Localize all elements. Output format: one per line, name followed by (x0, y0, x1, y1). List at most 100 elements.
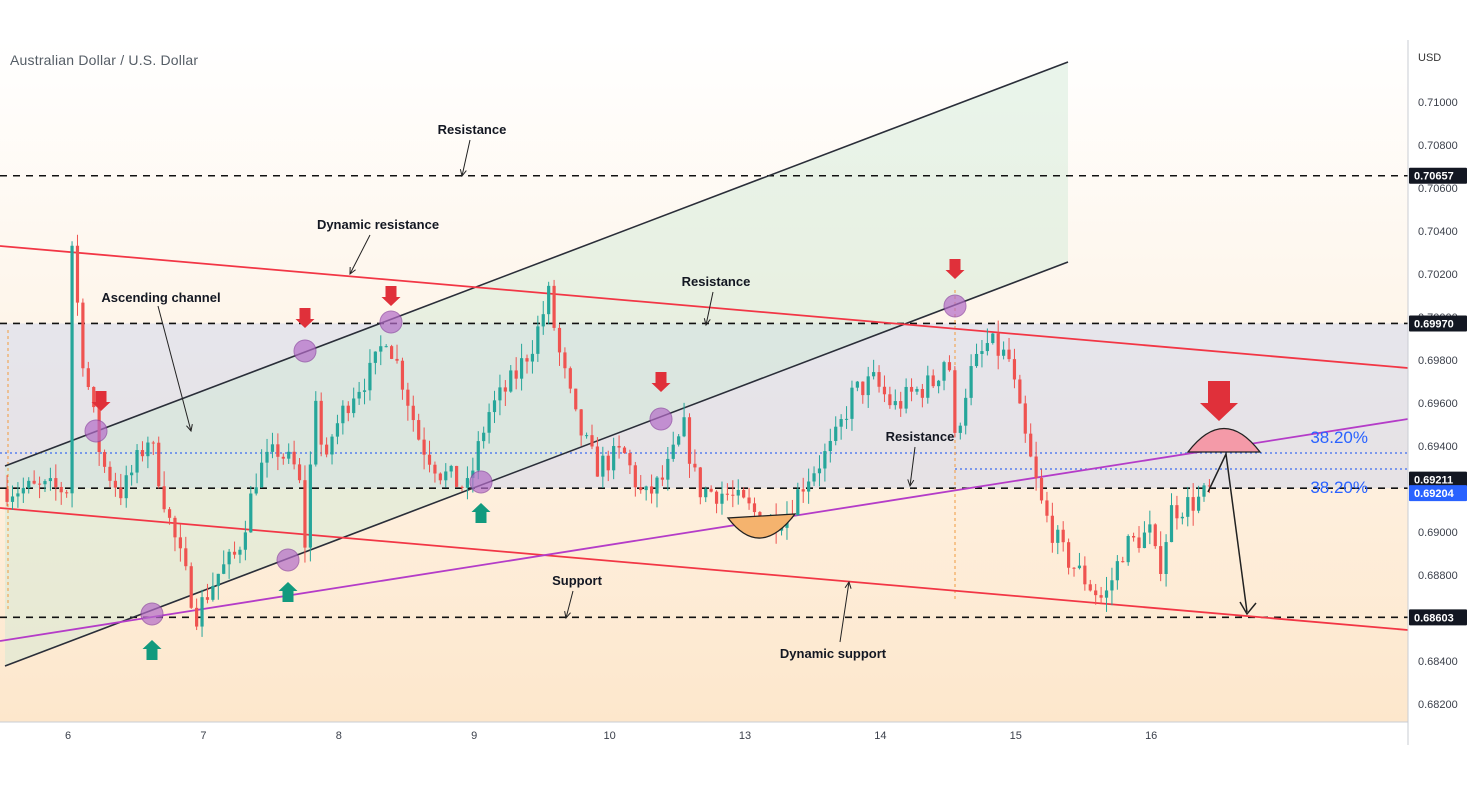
candle-body (32, 480, 36, 484)
candle-body (882, 386, 887, 395)
candle (1115, 555, 1119, 590)
x-tick-label: 10 (603, 730, 615, 742)
candle (736, 479, 740, 505)
candle (211, 572, 215, 602)
candle (422, 427, 426, 470)
candle-body (465, 478, 470, 488)
y-tick-label: 0.69800 (1418, 355, 1458, 367)
swing-point-circle[interactable] (84, 419, 108, 443)
candle-body (189, 566, 193, 608)
candle (195, 598, 199, 631)
candle (503, 380, 507, 406)
candle-body (1191, 497, 1195, 511)
candle (37, 476, 42, 499)
candle-body (687, 417, 692, 464)
swing-point-circle[interactable] (379, 310, 403, 334)
candle-body (433, 464, 437, 474)
candle (850, 380, 854, 431)
candle-body (655, 477, 659, 494)
y-tick-label: 0.68400 (1418, 656, 1458, 668)
candle-body (958, 425, 962, 433)
candle-body (866, 376, 870, 396)
candle (1007, 337, 1011, 362)
candle-body (1153, 524, 1157, 547)
candle-body (195, 607, 199, 627)
candle-body (37, 483, 42, 485)
candle-body (124, 475, 128, 499)
candle (687, 413, 692, 478)
up-arrow-icon (142, 640, 162, 660)
candle (1186, 486, 1190, 527)
candle-body (16, 493, 20, 497)
swing-point-circle[interactable] (140, 602, 164, 626)
candle-body (70, 245, 74, 494)
candle (1056, 525, 1060, 555)
candle (1126, 534, 1130, 566)
candle (10, 485, 15, 510)
candle (693, 449, 697, 472)
swing-point-circle[interactable] (276, 548, 300, 572)
candle (509, 365, 513, 393)
candle (449, 464, 453, 478)
candle (151, 440, 155, 456)
candle-body (59, 487, 63, 493)
annotation-pointer (909, 446, 916, 487)
swing-point-circle[interactable] (293, 339, 317, 363)
candle-body (817, 468, 822, 474)
candle (666, 447, 670, 491)
candle-body (303, 480, 307, 548)
candle-body (1180, 516, 1184, 519)
candle (173, 515, 177, 552)
price-tag-box (1409, 167, 1467, 184)
swing-point-circle[interactable] (469, 470, 493, 494)
candle-body (974, 353, 979, 367)
candle-body (514, 370, 518, 379)
candle (362, 378, 367, 405)
candle-body (108, 466, 112, 481)
y-tick-label: 0.69000 (1418, 527, 1458, 539)
annotation-label: Ascending channel (101, 290, 220, 305)
candle-body (574, 388, 578, 410)
candle-body (812, 473, 816, 482)
candle-body (1175, 505, 1179, 519)
candle (888, 386, 892, 409)
candle (1072, 567, 1076, 577)
candle (1094, 583, 1098, 605)
swing-point-circle[interactable] (649, 407, 673, 431)
candle-body (140, 450, 145, 457)
candle (714, 490, 719, 514)
annotation-pointer-head (186, 424, 193, 433)
candle (465, 466, 470, 500)
candle (660, 465, 665, 487)
swing-point-circle[interactable] (943, 294, 967, 318)
candle (1050, 502, 1054, 553)
candle (622, 446, 627, 454)
price-tag-label: 0.69211 (1414, 475, 1453, 487)
candle-body (1002, 349, 1006, 356)
candle-body (606, 455, 610, 471)
candle-body (985, 343, 989, 352)
candle-body (834, 426, 838, 441)
candle-body (839, 419, 843, 427)
candle (417, 413, 421, 441)
candle (303, 465, 307, 563)
candle (731, 480, 735, 508)
price-tag-label: 0.69204 (1414, 488, 1455, 500)
candle-body (1110, 580, 1114, 591)
candle-body (1034, 456, 1038, 478)
annotation-pointer (705, 291, 714, 326)
candle-body (893, 401, 897, 406)
candle (205, 583, 210, 604)
candle (1002, 341, 1006, 360)
candle-body (682, 417, 686, 437)
candle (720, 481, 724, 515)
candle-body (427, 454, 432, 465)
candle-body (454, 465, 459, 487)
candle-body (325, 444, 329, 455)
candle (238, 546, 242, 564)
candle-body (536, 326, 540, 354)
candle-body (714, 491, 719, 504)
candle (438, 472, 442, 485)
